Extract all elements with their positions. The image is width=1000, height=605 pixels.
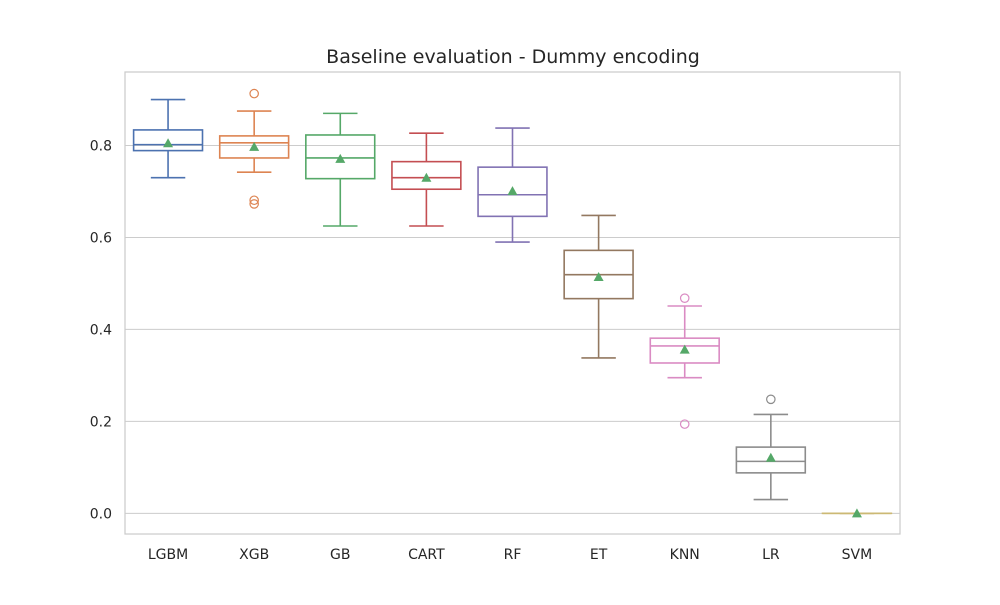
y-tick-label: 0.0 <box>90 506 112 522</box>
outlier-point <box>250 89 258 97</box>
x-tick-label: SVM <box>842 547 873 563</box>
mean-marker <box>508 186 518 195</box>
box-cart <box>392 133 461 226</box>
x-tick-label: KNN <box>670 547 700 563</box>
x-tick-label: LGBM <box>148 547 188 563</box>
y-tick-label: 0.8 <box>90 139 112 155</box>
x-tick-label: ET <box>590 547 608 563</box>
y-axis-ticks: 0.0 0.2 0.4 0.6 0.8 <box>90 139 112 523</box>
x-tick-label: RF <box>504 547 522 563</box>
grid-lines <box>125 146 900 514</box>
box-et <box>564 215 633 358</box>
boxes <box>134 89 892 517</box>
mean-marker <box>163 138 173 147</box>
outlier-point <box>767 395 775 403</box>
y-tick-label: 0.6 <box>90 230 112 246</box>
box-lgbm <box>134 100 203 178</box>
chart-title: Baseline evaluation - Dummy encoding <box>326 46 700 68</box>
box-lr <box>736 395 805 499</box>
x-tick-label: XGB <box>239 547 269 563</box>
x-tick-label: CART <box>408 547 445 563</box>
mean-marker <box>594 272 604 281</box>
x-tick-label: LR <box>762 547 780 563</box>
box-gb <box>306 113 375 226</box>
box-xgb <box>220 89 289 208</box>
y-tick-label: 0.4 <box>90 322 112 338</box>
y-tick-label: 0.2 <box>90 414 112 430</box>
x-axis-ticks: LGBM XGB GB CART RF ET KNN LR SVM <box>148 547 872 563</box>
box-knn <box>650 294 719 428</box>
outlier-point <box>681 294 689 302</box>
box-svm <box>823 508 892 517</box>
x-tick-label: GB <box>330 547 350 563</box>
mean-marker <box>766 453 776 462</box>
